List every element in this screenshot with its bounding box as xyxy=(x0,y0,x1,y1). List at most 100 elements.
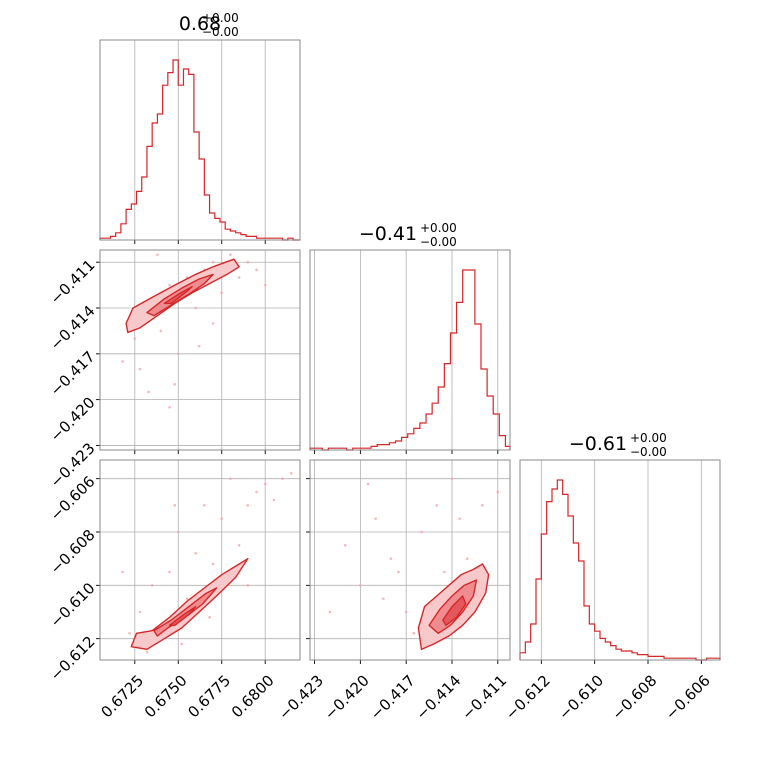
scatter-point xyxy=(194,552,197,555)
scatter-point xyxy=(281,477,284,480)
scatter-point xyxy=(481,504,484,507)
title-param-0-minus: −0.00 xyxy=(202,25,239,39)
scatter-point xyxy=(168,570,171,574)
scatter-point xyxy=(435,504,439,507)
scatter-point xyxy=(229,253,232,256)
scatter-point xyxy=(496,490,500,494)
panel-hist-2 xyxy=(519,459,721,664)
density-contour xyxy=(442,595,467,627)
scatter-point xyxy=(272,498,276,502)
x-tick-label: −0.608 xyxy=(609,671,661,723)
scatter-point xyxy=(397,570,400,574)
scatter-point xyxy=(359,584,362,587)
scatter-point xyxy=(255,490,258,494)
x-tick-label: −0.610 xyxy=(555,671,607,723)
panel-scatter-1-2 xyxy=(306,459,511,664)
scatter-point xyxy=(450,477,454,480)
scatter-point xyxy=(220,517,224,520)
scatter-point xyxy=(176,352,180,356)
scatter-point xyxy=(420,530,423,534)
panel-frame xyxy=(519,459,721,661)
x-tick-label: −0.606 xyxy=(662,671,714,723)
scatter-point xyxy=(404,610,408,614)
scatter-point xyxy=(374,517,377,520)
panel-frame xyxy=(99,459,301,661)
panel-scatter-0-2 xyxy=(96,459,301,664)
scatter-point xyxy=(237,276,241,279)
scatter-point xyxy=(229,477,232,480)
scatter-point xyxy=(121,570,124,574)
title-param-1: −0.41 xyxy=(359,223,417,245)
scatter-point xyxy=(145,650,149,654)
scatter-point xyxy=(211,562,215,566)
scatter-point xyxy=(147,390,150,394)
panel-hist-1 xyxy=(309,249,511,454)
scatter-point xyxy=(208,616,211,619)
scatter-point xyxy=(465,557,469,560)
y-axis-param-2-labels: −0.612−0.610−0.608−0.606 xyxy=(47,472,99,684)
scatter-point xyxy=(246,504,250,507)
y-tick-label: −0.608 xyxy=(47,526,99,578)
x-axis-param-2-labels: −0.612 −0.610 −0.608 −0.606 xyxy=(502,671,714,723)
y-tick-label: −0.411 xyxy=(47,256,99,308)
scatter-point xyxy=(156,253,159,256)
x-tick-label: 0.6725 xyxy=(97,671,147,721)
y-tick-label: −0.417 xyxy=(47,348,99,400)
scatter-point xyxy=(389,557,393,560)
scatter-point xyxy=(168,405,171,409)
scatter-point xyxy=(412,632,416,635)
scatter-point xyxy=(180,642,184,646)
panel-scatter-0-1 xyxy=(96,249,301,454)
density-contour xyxy=(153,587,218,637)
y-axis-param-1-labels: −0.423−0.420−0.417−0.414−0.411 xyxy=(47,256,99,491)
y-tick-label: −0.612 xyxy=(47,632,99,684)
title-param-2: −0.61 xyxy=(569,433,627,455)
x-tick-label: 0.6750 xyxy=(141,671,191,721)
scatter-point xyxy=(150,584,154,587)
histogram-step xyxy=(519,479,721,661)
x-tick-label: −0.423 xyxy=(275,671,327,723)
y-tick-label: −0.414 xyxy=(47,302,99,354)
scatter-point xyxy=(168,283,171,287)
scatter-point xyxy=(128,632,131,635)
scatter-point xyxy=(366,482,370,486)
scatter-point xyxy=(197,344,201,348)
panel-frame xyxy=(309,249,511,451)
scatter-point xyxy=(176,530,180,534)
density-contour xyxy=(130,557,249,651)
x-tick-label: −0.414 xyxy=(412,671,464,723)
scatter-point xyxy=(220,291,224,295)
title-param-0-plus: +0.00 xyxy=(202,11,239,25)
scatter-point xyxy=(173,383,177,386)
scatter-point xyxy=(290,472,293,475)
scatter-point xyxy=(263,482,267,486)
y-tick-label: −0.420 xyxy=(47,393,99,445)
scatter-point xyxy=(381,597,385,600)
density-contour xyxy=(163,285,193,305)
title-param-1-minus: −0.00 xyxy=(420,235,457,249)
scatter-point xyxy=(185,597,189,600)
scatter-point xyxy=(159,329,163,333)
title-param-2-plus: +0.00 xyxy=(630,431,667,445)
scatter-point xyxy=(138,367,142,371)
x-tick-label: −0.417 xyxy=(367,671,419,723)
scatter-point xyxy=(443,570,446,574)
y-tick-label: −0.610 xyxy=(47,579,99,631)
title-param-2-minus: −0.00 xyxy=(630,445,667,459)
scatter-point xyxy=(203,504,206,507)
panel-frame xyxy=(309,459,511,661)
panel-hist-0 xyxy=(99,39,301,244)
scatter-point xyxy=(121,360,124,363)
scatter-point xyxy=(138,610,142,614)
x-tick-label: 0.6800 xyxy=(228,671,278,721)
scatter-point xyxy=(173,504,177,507)
histogram-step xyxy=(309,269,511,451)
scatter-point xyxy=(246,584,250,587)
scatter-point xyxy=(237,544,241,547)
title-param-0: 0.68 xyxy=(179,13,221,35)
scatter-point xyxy=(133,337,137,340)
scatter-point xyxy=(328,610,332,614)
scatter-point xyxy=(194,306,197,310)
x-tick-label: −0.411 xyxy=(458,671,510,723)
